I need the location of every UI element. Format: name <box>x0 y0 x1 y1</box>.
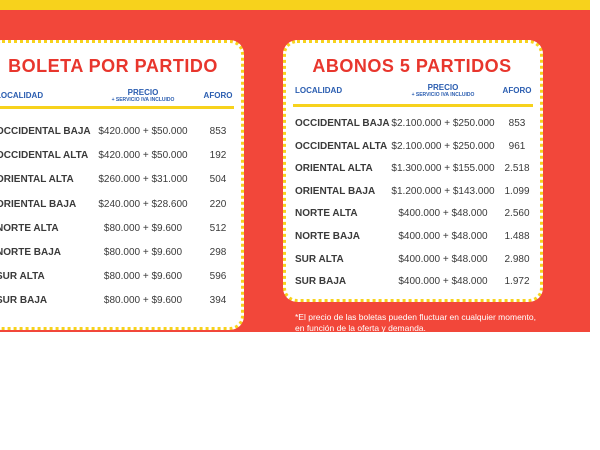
location-cell: SUR BAJA <box>295 276 347 288</box>
header-location: LOCALIDAD <box>295 86 343 95</box>
location-cell: ORIENTAL ALTA <box>295 163 373 175</box>
location-cell: OCCIDENTAL BAJA <box>295 118 390 129</box>
header-price-note: + SERVICIO IVA INCLUIDO <box>411 92 475 98</box>
price-cell: $240.000 + $28.600 <box>98 198 188 210</box>
header-capacity: AFORO <box>502 86 532 95</box>
header-price: PRECIO <box>127 88 159 97</box>
location-cell: NORTE BAJA <box>295 231 361 242</box>
capacity-cell: 192 <box>209 150 227 162</box>
price-cell: $400.000 + $48.000 <box>398 231 488 242</box>
location-cell: OCCIDENTAL ALTA <box>0 150 89 162</box>
capacity-cell: 853 <box>508 118 526 129</box>
location-cell: OCCIDENTAL ALTA <box>295 140 388 152</box>
table-title: ABONOS 5 PARTIDOS <box>312 56 512 76</box>
capacity-cell: 853 <box>209 126 227 137</box>
capacity-cell: 596 <box>209 271 227 283</box>
price-cell: $2.100.000 + $250.000 <box>391 140 495 152</box>
header-location: LOCALIDAD <box>0 91 44 100</box>
price-cell: $2.100.000 + $250.000 <box>391 118 495 129</box>
capacity-cell: 2.980 <box>504 253 530 265</box>
price-cell: $80.000 + $9.600 <box>103 295 183 307</box>
location-cell: SUR ALTA <box>0 271 45 283</box>
table-card <box>0 40 244 330</box>
price-cell: $1.200.000 + $143.000 <box>391 185 495 197</box>
header-price: PRECIO <box>427 83 459 92</box>
price-cell: $80.000 + $9.600 <box>103 247 183 258</box>
banner: *El precio de las boletas pueden fluctua… <box>0 0 590 332</box>
price-cell: $420.000 + $50.000 <box>98 150 188 162</box>
capacity-cell: 2.518 <box>504 163 530 175</box>
price-cell: $80.000 + $9.600 <box>103 222 183 234</box>
capacity-cell: 961 <box>508 140 526 152</box>
header-price-note: + SERVICIO IVA INCLUIDO <box>111 97 175 103</box>
location-cell: NORTE ALTA <box>295 208 358 220</box>
capacity-cell: 1.972 <box>504 276 530 288</box>
header-capacity: AFORO <box>203 91 233 100</box>
capacity-cell: 512 <box>209 222 227 234</box>
top-strip <box>0 0 590 10</box>
capacity-cell: 504 <box>209 174 227 186</box>
table-title: BOLETA POR PARTIDO <box>8 56 218 76</box>
location-cell: ORIENTAL BAJA <box>0 198 77 210</box>
location-cell: NORTE BAJA <box>0 247 62 258</box>
capacity-cell: 2.560 <box>504 208 530 220</box>
capacity-cell: 298 <box>209 247 227 258</box>
header-rule <box>0 106 234 109</box>
location-cell: SUR ALTA <box>295 253 344 265</box>
location-cell: OCCIDENTAL BAJA <box>0 126 91 137</box>
price-cell: $420.000 + $50.000 <box>98 126 188 137</box>
footnote: *El precio de las boletas pueden fluctua… <box>295 312 536 332</box>
price-cell: $400.000 + $48.000 <box>398 276 488 288</box>
price-cell: $400.000 + $48.000 <box>398 253 488 265</box>
price-cell: $1.300.000 + $155.000 <box>391 163 495 175</box>
location-cell: NORTE ALTA <box>0 222 59 234</box>
location-cell: ORIENTAL ALTA <box>0 174 74 186</box>
table-card <box>283 40 543 302</box>
price-cell: $260.000 + $31.000 <box>98 174 188 186</box>
price-cell: $80.000 + $9.600 <box>103 271 183 283</box>
price-cell: $400.000 + $48.000 <box>398 208 488 220</box>
capacity-cell: 1.488 <box>504 231 530 242</box>
capacity-cell: 394 <box>209 295 227 307</box>
location-cell: SUR BAJA <box>0 295 48 307</box>
location-cell: ORIENTAL BAJA <box>295 185 376 197</box>
capacity-cell: 1.099 <box>504 185 530 197</box>
capacity-cell: 220 <box>209 198 227 210</box>
header-rule <box>293 104 533 107</box>
